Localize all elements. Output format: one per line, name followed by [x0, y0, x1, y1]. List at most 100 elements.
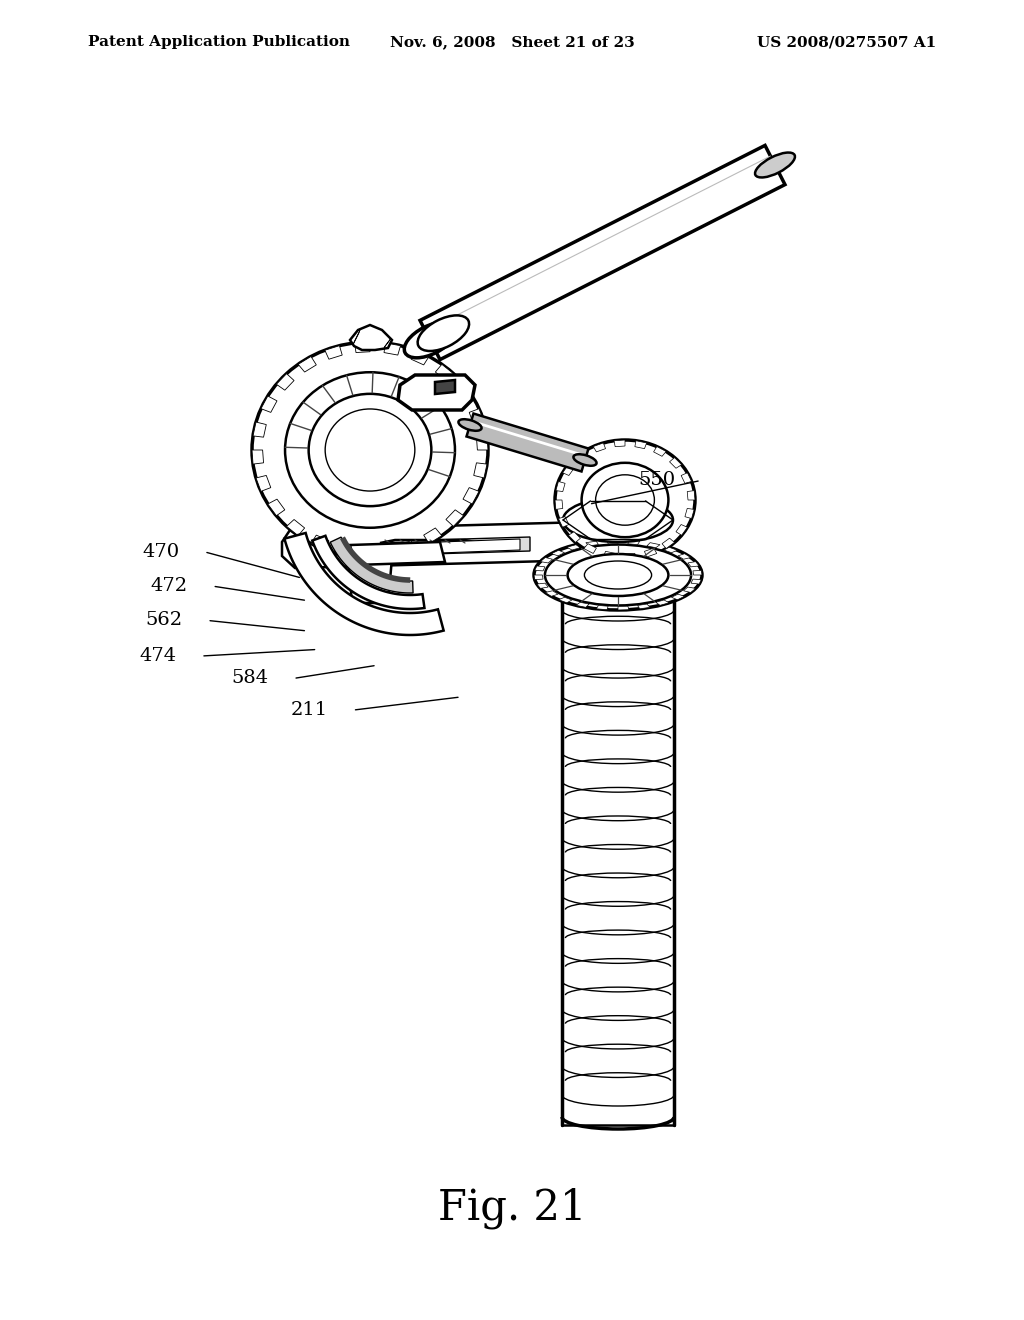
Ellipse shape	[555, 440, 695, 560]
Polygon shape	[384, 343, 400, 355]
Polygon shape	[398, 375, 475, 411]
Polygon shape	[575, 451, 588, 462]
Ellipse shape	[545, 545, 691, 606]
Polygon shape	[663, 539, 675, 549]
Text: US 2008/0275507 A1: US 2008/0275507 A1	[757, 36, 936, 49]
Text: 472: 472	[151, 577, 187, 595]
Polygon shape	[261, 396, 278, 412]
Polygon shape	[596, 606, 608, 610]
Polygon shape	[370, 548, 385, 558]
Polygon shape	[607, 540, 618, 544]
Polygon shape	[683, 587, 695, 593]
Polygon shape	[348, 558, 392, 603]
Polygon shape	[672, 594, 685, 599]
Ellipse shape	[596, 475, 654, 525]
Polygon shape	[350, 325, 392, 350]
Polygon shape	[298, 356, 316, 372]
Polygon shape	[551, 550, 564, 556]
Polygon shape	[411, 350, 429, 364]
Polygon shape	[647, 543, 660, 548]
Polygon shape	[555, 500, 563, 510]
Text: Patent Application Publication: Patent Application Publication	[88, 36, 350, 49]
Polygon shape	[469, 409, 484, 425]
Polygon shape	[559, 597, 572, 603]
Polygon shape	[625, 553, 636, 560]
Text: 562: 562	[145, 611, 182, 630]
Polygon shape	[664, 548, 678, 553]
Polygon shape	[687, 491, 695, 500]
Ellipse shape	[563, 498, 673, 543]
Polygon shape	[276, 374, 294, 391]
Polygon shape	[325, 346, 342, 359]
Ellipse shape	[755, 153, 795, 177]
Ellipse shape	[582, 463, 669, 537]
Ellipse shape	[326, 409, 415, 491]
Polygon shape	[655, 601, 669, 606]
Polygon shape	[535, 566, 545, 570]
Polygon shape	[353, 330, 360, 345]
Ellipse shape	[534, 540, 702, 610]
Polygon shape	[312, 536, 425, 609]
Polygon shape	[562, 601, 674, 1125]
Polygon shape	[253, 422, 266, 437]
Polygon shape	[354, 342, 370, 352]
Polygon shape	[350, 543, 445, 565]
Polygon shape	[463, 487, 479, 504]
Polygon shape	[380, 540, 480, 543]
Polygon shape	[474, 463, 487, 478]
Polygon shape	[562, 465, 574, 475]
Polygon shape	[252, 450, 263, 465]
Polygon shape	[541, 557, 553, 562]
Ellipse shape	[418, 315, 469, 351]
Polygon shape	[545, 591, 558, 597]
Polygon shape	[456, 384, 472, 401]
Polygon shape	[618, 606, 629, 610]
Polygon shape	[628, 540, 640, 545]
Ellipse shape	[252, 342, 488, 558]
Text: 584: 584	[231, 669, 268, 688]
Polygon shape	[575, 602, 589, 607]
Polygon shape	[534, 576, 543, 579]
Polygon shape	[638, 605, 650, 609]
Text: 474: 474	[139, 647, 176, 665]
Polygon shape	[593, 444, 605, 451]
Polygon shape	[584, 544, 596, 553]
Polygon shape	[311, 535, 329, 549]
Polygon shape	[476, 436, 488, 450]
Polygon shape	[340, 545, 356, 557]
Polygon shape	[586, 541, 598, 546]
Ellipse shape	[573, 454, 597, 466]
Polygon shape	[445, 510, 464, 527]
Polygon shape	[440, 539, 520, 553]
Polygon shape	[688, 561, 699, 566]
Ellipse shape	[285, 372, 455, 528]
Polygon shape	[384, 338, 391, 348]
Polygon shape	[567, 545, 581, 550]
Polygon shape	[678, 553, 691, 560]
Polygon shape	[681, 473, 691, 483]
Polygon shape	[635, 441, 646, 449]
Polygon shape	[603, 552, 615, 560]
Polygon shape	[693, 570, 702, 576]
Polygon shape	[420, 145, 785, 359]
Ellipse shape	[567, 554, 669, 597]
Polygon shape	[676, 524, 687, 536]
Ellipse shape	[404, 322, 456, 358]
Polygon shape	[424, 528, 441, 544]
Polygon shape	[287, 520, 304, 536]
Polygon shape	[467, 413, 589, 471]
Ellipse shape	[308, 393, 431, 506]
Polygon shape	[691, 579, 701, 583]
Text: Nov. 6, 2008   Sheet 21 of 23: Nov. 6, 2008 Sheet 21 of 23	[389, 36, 635, 49]
Polygon shape	[435, 380, 455, 393]
Polygon shape	[537, 583, 548, 589]
Polygon shape	[568, 532, 581, 543]
Ellipse shape	[459, 420, 481, 430]
Polygon shape	[685, 508, 694, 519]
Polygon shape	[653, 446, 667, 457]
Text: 550: 550	[639, 471, 676, 490]
Polygon shape	[435, 364, 454, 380]
Polygon shape	[430, 537, 530, 554]
Text: 211: 211	[291, 701, 328, 719]
Polygon shape	[268, 499, 285, 516]
